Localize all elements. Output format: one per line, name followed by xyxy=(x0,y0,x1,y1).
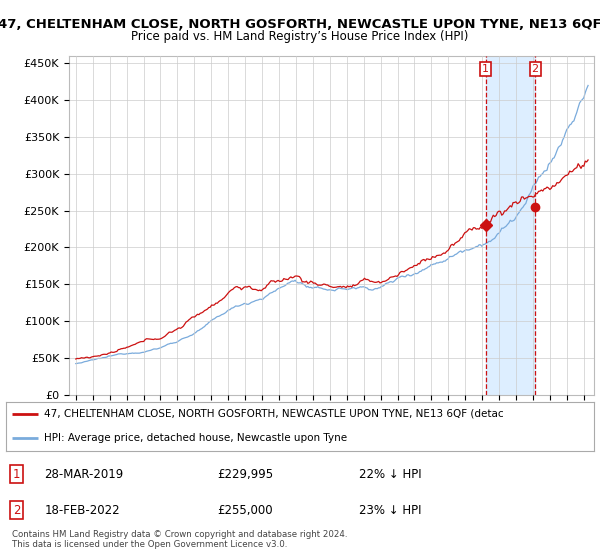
Text: 23% ↓ HPI: 23% ↓ HPI xyxy=(359,504,421,517)
Text: 2: 2 xyxy=(13,504,20,517)
Text: 28-MAR-2019: 28-MAR-2019 xyxy=(44,468,124,480)
Bar xyxy=(486,56,535,395)
Text: 18-FEB-2022: 18-FEB-2022 xyxy=(44,504,120,517)
Text: 1: 1 xyxy=(13,468,20,480)
Text: Contains HM Land Registry data © Crown copyright and database right 2024.: Contains HM Land Registry data © Crown c… xyxy=(12,530,347,539)
Text: £229,995: £229,995 xyxy=(218,468,274,480)
Text: Price paid vs. HM Land Registry’s House Price Index (HPI): Price paid vs. HM Land Registry’s House … xyxy=(131,30,469,43)
Text: 47, CHELTENHAM CLOSE, NORTH GOSFORTH, NEWCASTLE UPON TYNE, NE13 6QF: 47, CHELTENHAM CLOSE, NORTH GOSFORTH, NE… xyxy=(0,18,600,31)
Text: £255,000: £255,000 xyxy=(218,504,274,517)
Text: 2: 2 xyxy=(532,64,539,74)
Text: 47, CHELTENHAM CLOSE, NORTH GOSFORTH, NEWCASTLE UPON TYNE, NE13 6QF (detac: 47, CHELTENHAM CLOSE, NORTH GOSFORTH, NE… xyxy=(44,409,504,419)
Text: This data is licensed under the Open Government Licence v3.0.: This data is licensed under the Open Gov… xyxy=(12,540,287,549)
Text: 22% ↓ HPI: 22% ↓ HPI xyxy=(359,468,421,480)
Text: 1: 1 xyxy=(482,64,489,74)
Text: HPI: Average price, detached house, Newcastle upon Tyne: HPI: Average price, detached house, Newc… xyxy=(44,433,347,444)
